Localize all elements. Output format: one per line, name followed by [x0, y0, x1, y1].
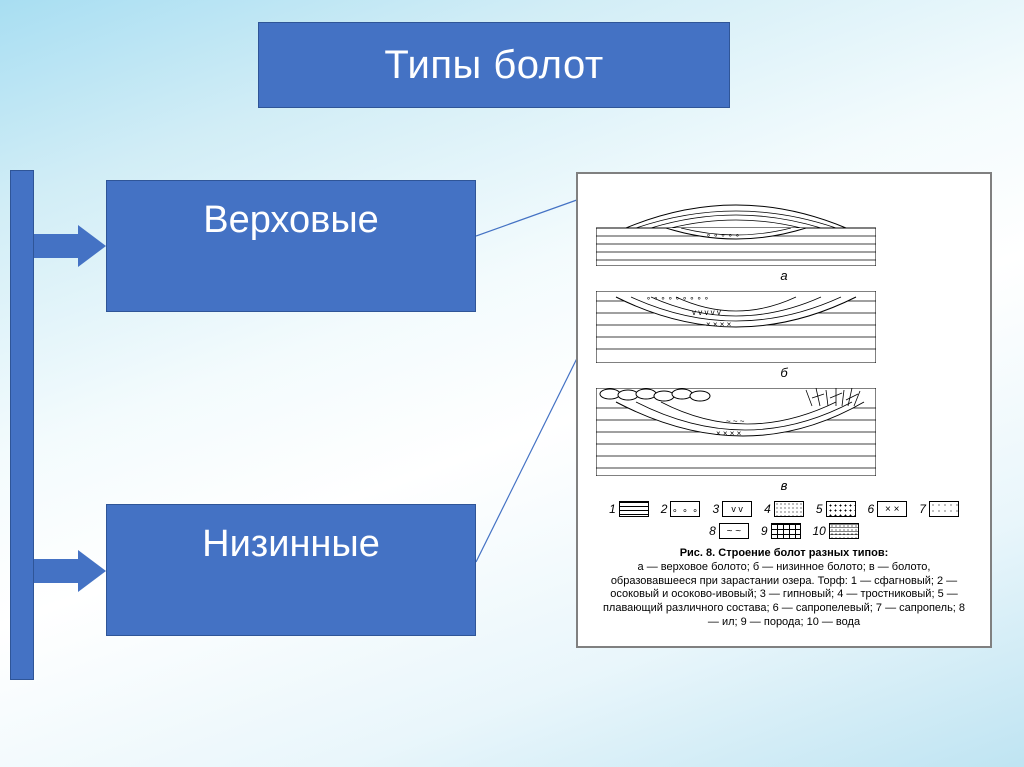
node-bottom-label: Низинные [202, 523, 380, 566]
legend-item: 4 [764, 501, 804, 517]
figure: ∘ ∘ ∘ ∘ ∘ а ∘ ∘ ∘ ∘ ∘ ∘ ∘ ∘ ∘ [576, 172, 992, 648]
title-text: Типы болот [384, 43, 603, 88]
legend-item: 1 [609, 501, 649, 517]
node-top: Верховые [106, 180, 476, 312]
legend-item: 9 [761, 523, 801, 539]
title-box: Типы болот [258, 22, 730, 108]
arrow-to-bottom-node [34, 550, 106, 592]
legend-item: 5 [816, 501, 856, 517]
caption-title: Рис. 8. Строение болот разных типов: [680, 547, 889, 559]
panel-c: × × × × ~ ~ ~ в [596, 388, 972, 493]
svg-text:× × × ×: × × × × [706, 320, 732, 329]
svg-text:∘ ∘ ∘ ∘ ∘: ∘ ∘ ∘ ∘ ∘ [706, 231, 740, 240]
legend-item: 7 [919, 501, 959, 517]
caption-body: а — верховое болото; б — низинное болото… [603, 561, 965, 628]
svg-text:~ ~ ~: ~ ~ ~ [726, 417, 745, 426]
legend-item: 8 [709, 523, 749, 539]
legend: 1 2 3 4 5 6 7 8 9 10 [596, 501, 972, 539]
figure-caption: Рис. 8. Строение болот разных типов: а —… [596, 547, 972, 630]
panel-c-label: в [596, 478, 972, 493]
panel-b: ∘ ∘ ∘ ∘ ∘ ∘ ∘ ∘ ∘ × × × × v v v v v б [596, 291, 972, 380]
legend-item: 6 [868, 501, 908, 517]
panel-a-label: а [596, 268, 972, 283]
arrow-to-top-node [34, 225, 106, 267]
legend-item: 10 [813, 523, 859, 539]
legend-item: 2 [661, 501, 701, 517]
svg-text:× × × ×: × × × × [716, 429, 742, 438]
svg-text:∘ ∘ ∘ ∘ ∘ ∘ ∘ ∘: ∘ ∘ ∘ ∘ ∘ ∘ ∘ ∘ ∘ [646, 294, 709, 303]
svg-text:v v v v v: v v v v v [692, 308, 721, 317]
panel-b-label: б [596, 365, 972, 380]
legend-item: 3 [712, 501, 752, 517]
node-top-label: Верховые [203, 199, 379, 242]
node-bottom: Низинные [106, 504, 476, 636]
vertical-bar [10, 170, 34, 680]
panel-a: ∘ ∘ ∘ ∘ ∘ а [596, 188, 972, 283]
